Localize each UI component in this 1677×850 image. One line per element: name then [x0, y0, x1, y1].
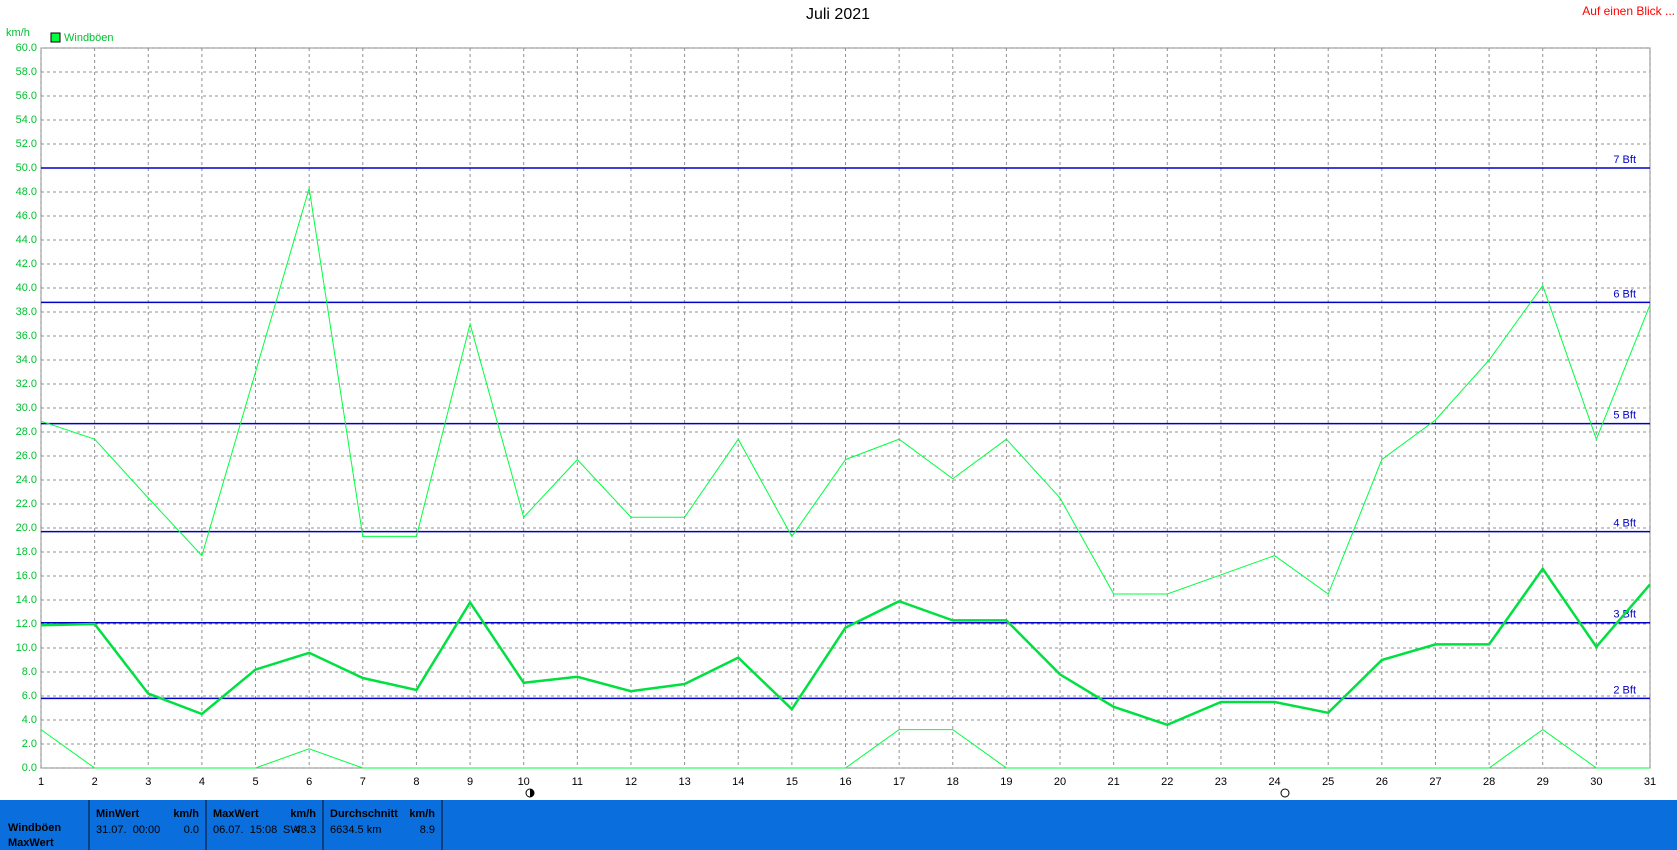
y-tick-label: 24.0 — [16, 474, 37, 486]
col-unit: km/h — [290, 808, 316, 820]
reference-label: 4 Bft — [1613, 518, 1636, 530]
x-tick-label: 26 — [1376, 776, 1388, 788]
y-tick-label: 32.0 — [16, 378, 37, 390]
col-header: Durchschnitt — [330, 808, 398, 820]
y-tick-label: 56.0 — [16, 90, 37, 102]
col-header: MinWert — [96, 808, 140, 820]
x-tick-label: 24 — [1268, 776, 1280, 788]
row-label: MaxWert — [8, 837, 54, 849]
y-tick-label: 12.0 — [16, 618, 37, 630]
x-tick-label: 30 — [1590, 776, 1602, 788]
col-detail: 6634.5 km — [330, 824, 382, 836]
x-tick-label: 10 — [518, 776, 530, 788]
x-tick-label: 2 — [92, 776, 98, 788]
y-tick-label: 6.0 — [22, 690, 37, 702]
summary-col: Durchschnitt km/h 6634.5 km 8.9 — [322, 800, 443, 850]
x-tick-label: 19 — [1000, 776, 1012, 788]
x-tick-label: 1 — [38, 776, 44, 788]
y-tick-label: 52.0 — [16, 138, 37, 150]
col-detail: 31.07. 00:00 — [96, 824, 161, 836]
y-tick-label: 10.0 — [16, 642, 37, 654]
x-tick-label: 22 — [1161, 776, 1173, 788]
col-detail: 06.07. 15:08 — [213, 824, 278, 836]
y-tick-label: 42.0 — [16, 258, 37, 270]
y-tick-label: 30.0 — [16, 402, 37, 414]
col-value: 8.9 — [419, 824, 435, 836]
x-tick-label: 31 — [1644, 776, 1656, 788]
y-tick-label: 38.0 — [16, 306, 37, 318]
y-tick-label: 0.0 — [22, 762, 37, 774]
x-tick-label: 3 — [145, 776, 151, 788]
y-tick-label: 2.0 — [22, 738, 37, 750]
reference-label: 7 Bft — [1613, 154, 1636, 166]
row-label: Windböen — [8, 822, 62, 834]
x-tick-label: 8 — [413, 776, 419, 788]
y-tick-label: 60.0 — [16, 42, 37, 54]
x-tick-label: 16 — [839, 776, 851, 788]
summary-col: MinWert km/h 31.07. 00:00 0.0 — [88, 800, 205, 850]
col-header: MaxWert — [213, 808, 259, 820]
y-tick-label: 58.0 — [16, 66, 37, 78]
y-tick-label: 8.0 — [22, 666, 37, 678]
col-unit: km/h — [173, 808, 199, 820]
y-tick-label: 36.0 — [16, 330, 37, 342]
col-unit: km/h — [409, 808, 435, 820]
y-tick-label: 54.0 — [16, 114, 37, 126]
col-value: 0.0 — [183, 824, 199, 836]
x-tick-label: 6 — [306, 776, 312, 788]
x-tick-label: 11 — [572, 776, 583, 788]
reference-label: 2 Bft — [1613, 684, 1636, 696]
y-tick-label: 40.0 — [16, 282, 37, 294]
y-tick-label: 14.0 — [16, 594, 37, 606]
y-tick-label: 4.0 — [22, 714, 37, 726]
y-tick-label: 20.0 — [16, 522, 37, 534]
moon-icon — [1280, 788, 1290, 798]
x-tick-label: 7 — [360, 776, 366, 788]
summary-col: MaxWert km/h 06.07. 15:08 SW 48.3 — [205, 800, 322, 850]
row-labels: Windböen MaxWert — [0, 800, 88, 850]
y-tick-label: 16.0 — [16, 570, 37, 582]
x-tick-label: 15 — [786, 776, 798, 788]
reference-label: 6 Bft — [1613, 288, 1636, 300]
x-tick-label: 12 — [625, 776, 637, 788]
x-tick-label: 14 — [732, 776, 744, 788]
x-tick-label: 27 — [1429, 776, 1441, 788]
y-tick-label: 22.0 — [16, 498, 37, 510]
x-tick-label: 21 — [1108, 776, 1120, 788]
series-line — [40, 188, 1651, 595]
x-tick-label: 28 — [1483, 776, 1495, 788]
chart: Juli 2021 km/h 0.02.04.06.08.010.012.014… — [6, 6, 1656, 798]
x-tick-label: 13 — [678, 776, 690, 788]
overview-link[interactable]: Auf einen Blick ... — [1582, 4, 1675, 18]
x-tick-label: 29 — [1537, 776, 1549, 788]
x-tick-label: 18 — [947, 776, 959, 788]
y-tick-label: 26.0 — [16, 450, 37, 462]
y-tick-label: 44.0 — [16, 234, 37, 246]
x-tick-label: 25 — [1322, 776, 1334, 788]
series-line — [40, 728, 1650, 769]
legend-label: Windböen — [64, 32, 114, 44]
moon-icon — [530, 789, 534, 797]
chart-title: Juli 2021 — [806, 6, 870, 23]
series-line — [40, 566, 1651, 727]
legend-swatch — [50, 32, 61, 43]
x-tick-label: 23 — [1215, 776, 1227, 788]
x-tick-label: 17 — [893, 776, 905, 788]
col-value: 48.3 — [294, 824, 316, 836]
y-tick-label: 18.0 — [16, 546, 37, 558]
x-tick-label: 5 — [252, 776, 258, 788]
x-tick-label: 4 — [199, 776, 205, 788]
y-tick-label: 48.0 — [16, 186, 37, 198]
y-axis-label: km/h — [6, 27, 30, 39]
y-tick-label: 28.0 — [16, 426, 37, 438]
x-tick-label: 9 — [467, 776, 473, 788]
col-dir: SW — [283, 824, 301, 836]
summary-panel: Windböen MaxWert MinWert km/h 31.07. 00:… — [0, 800, 1677, 850]
y-tick-label: 46.0 — [16, 210, 37, 222]
y-tick-label: 34.0 — [16, 354, 37, 366]
x-tick-label: 20 — [1054, 776, 1066, 788]
reference-label: 5 Bft — [1613, 410, 1636, 422]
y-tick-label: 50.0 — [16, 162, 37, 174]
